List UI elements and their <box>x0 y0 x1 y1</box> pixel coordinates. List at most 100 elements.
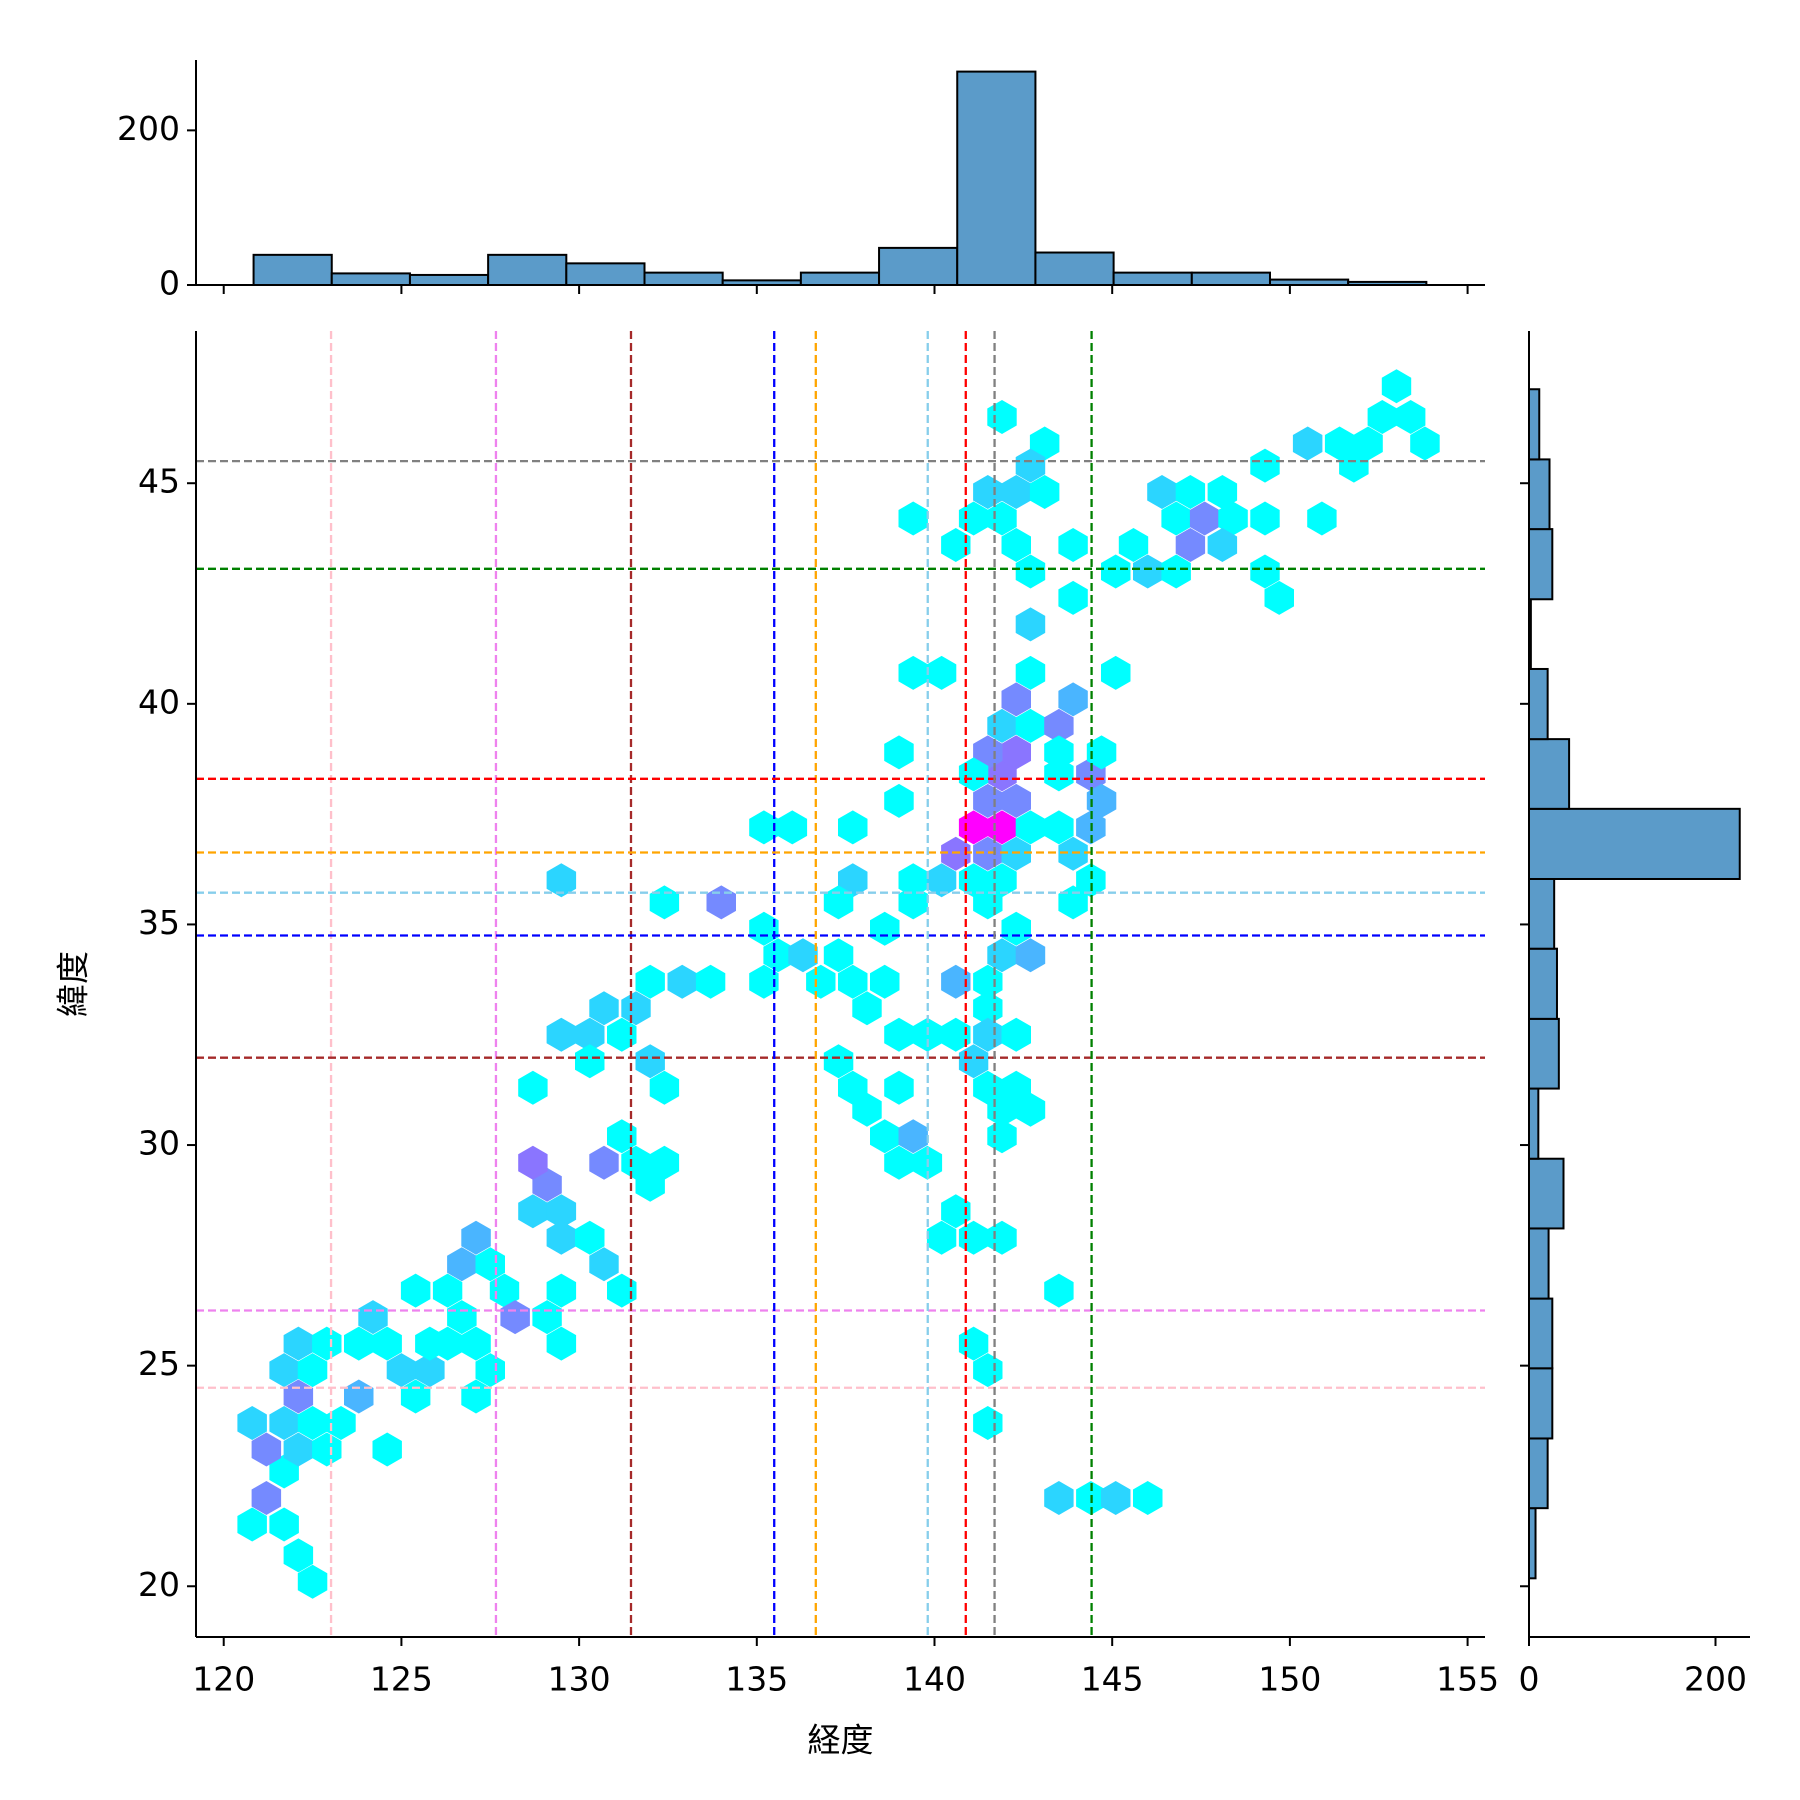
hexbin-cell <box>269 1353 299 1388</box>
hexbin-cell <box>1207 528 1238 562</box>
hexbin-cell <box>884 1070 914 1105</box>
histogram-bar <box>1528 667 1549 741</box>
x-tick-label: 0 <box>1519 1660 1540 1699</box>
y-tick-label: 45 <box>138 462 180 501</box>
histogram-bar <box>878 246 959 286</box>
hexbin-cell <box>461 1379 491 1414</box>
hexbin-cell <box>518 1194 548 1229</box>
hexbin-cell <box>788 938 818 973</box>
hexbin-cell <box>898 501 928 536</box>
hexbin-cell <box>1307 501 1337 536</box>
histogram-bar <box>1528 1227 1550 1300</box>
x-axis-label: 経度 <box>808 1721 874 1760</box>
hexbin-cell <box>518 1070 548 1105</box>
hexbin-cell <box>1264 580 1294 615</box>
hexbin-cell <box>251 1481 282 1515</box>
hexbin-cell <box>500 1300 530 1335</box>
hexbin-cell <box>283 1432 314 1467</box>
hexbin-cell <box>575 1044 605 1079</box>
hexbin-cell <box>344 1326 374 1361</box>
hexbin-cell <box>518 1145 548 1180</box>
y-tick-label: 20 <box>138 1565 180 1604</box>
hexbin-cell <box>589 1145 619 1180</box>
hexbin-cell <box>1353 426 1383 461</box>
hexbin-cell <box>1001 911 1031 946</box>
hexbin-cell <box>635 1167 665 1202</box>
histogram-bar <box>1528 1087 1540 1160</box>
hexbin-cell <box>1015 938 1046 973</box>
hexbin-cell <box>326 1406 356 1440</box>
hexbin-cell <box>852 1092 882 1127</box>
hexbin-cell <box>1218 501 1248 536</box>
hexbin-cell <box>1029 426 1060 461</box>
hexbin-cell <box>607 1273 637 1308</box>
hexbin-cell <box>400 1273 431 1308</box>
hexbin-cell <box>1001 1070 1031 1105</box>
hexbin-cell <box>532 1300 562 1335</box>
hexbin-cell <box>635 964 665 999</box>
hexbin-cell <box>607 1119 637 1154</box>
hexbin-cell <box>884 783 914 818</box>
hexbin-cell <box>926 655 957 690</box>
hexbin-cell <box>312 1326 342 1361</box>
hexbin-cell <box>884 1145 914 1180</box>
hexbin-cell <box>838 810 868 845</box>
hexbin-cell <box>823 938 854 973</box>
hexbin-cell <box>1207 475 1238 509</box>
hexbin-cell <box>870 1119 900 1154</box>
histogram-bar <box>1528 388 1541 461</box>
hexbin-cell <box>589 991 619 1026</box>
hexbin-cell <box>1101 554 1131 589</box>
y-tick-label: 0 <box>159 264 180 303</box>
hexbin-cell <box>1133 1481 1163 1515</box>
histogram-bar <box>1528 1297 1554 1370</box>
hexbin-cell <box>870 911 900 946</box>
hexbin-cell <box>1086 735 1117 770</box>
hexbin-cell <box>1015 655 1046 690</box>
hexbin-cell <box>1029 475 1060 509</box>
x-tick-label: 120 <box>192 1660 255 1699</box>
hexbin-cell <box>1250 554 1280 589</box>
hexbin-cell <box>823 885 854 920</box>
hexbin-cell <box>1044 708 1074 743</box>
hexbin-cell <box>1015 708 1046 743</box>
hexbin-cell <box>926 863 957 898</box>
hexbin-cell <box>607 1017 637 1052</box>
hexbin-cell <box>898 863 928 898</box>
hexbin-cell <box>926 1220 957 1255</box>
hexbin-cell <box>489 1273 520 1308</box>
hexbin-cell <box>1001 682 1031 717</box>
hexbin-cell <box>1015 810 1046 845</box>
y-tick-label: 40 <box>138 682 180 721</box>
histogram-bar <box>1528 807 1741 880</box>
y-axis-label: 緯度 <box>54 951 93 1017</box>
hexbin-cell <box>941 1017 971 1052</box>
y-tick-label: 200 <box>117 109 180 148</box>
histogram-bar <box>643 271 724 287</box>
hexbin-cell <box>749 911 779 946</box>
hexbin-cell <box>386 1353 417 1388</box>
histogram-bar <box>1528 947 1558 1020</box>
hexbin-cell <box>1086 783 1117 818</box>
hexbin-cell <box>667 964 697 999</box>
hexbin-cell <box>1001 528 1031 562</box>
hexbin-cell <box>283 1326 314 1361</box>
hexbin-cell <box>898 885 928 920</box>
hexbin-cell <box>1147 475 1177 509</box>
hexbin-cell <box>1381 369 1412 404</box>
y-tick-label: 30 <box>138 1124 180 1163</box>
hexbin-cell <box>884 735 914 770</box>
hexbin-cell <box>852 991 882 1026</box>
hexbin-cell <box>461 1220 491 1255</box>
hexbin-cell <box>884 1017 914 1052</box>
y-tick-label: 25 <box>138 1344 180 1383</box>
hexbin-cell <box>806 964 836 999</box>
hexbin-cell <box>546 1326 577 1361</box>
hexbin-cell <box>447 1247 477 1282</box>
histogram-bar <box>1528 877 1556 950</box>
histogram-bar <box>1528 458 1551 531</box>
hexbin-cell <box>1015 1092 1046 1127</box>
histogram-bar <box>1528 1157 1565 1230</box>
hexbin-cell <box>1044 810 1074 845</box>
histogram-bar <box>330 272 411 287</box>
